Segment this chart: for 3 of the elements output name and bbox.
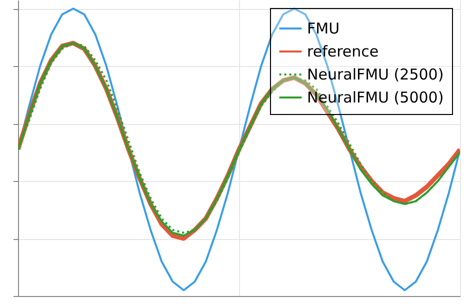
legend-label: FMU (307, 20, 340, 38)
legend-label: reference (307, 42, 379, 60)
legend-label: NeuralFMU (2500) (307, 66, 444, 84)
